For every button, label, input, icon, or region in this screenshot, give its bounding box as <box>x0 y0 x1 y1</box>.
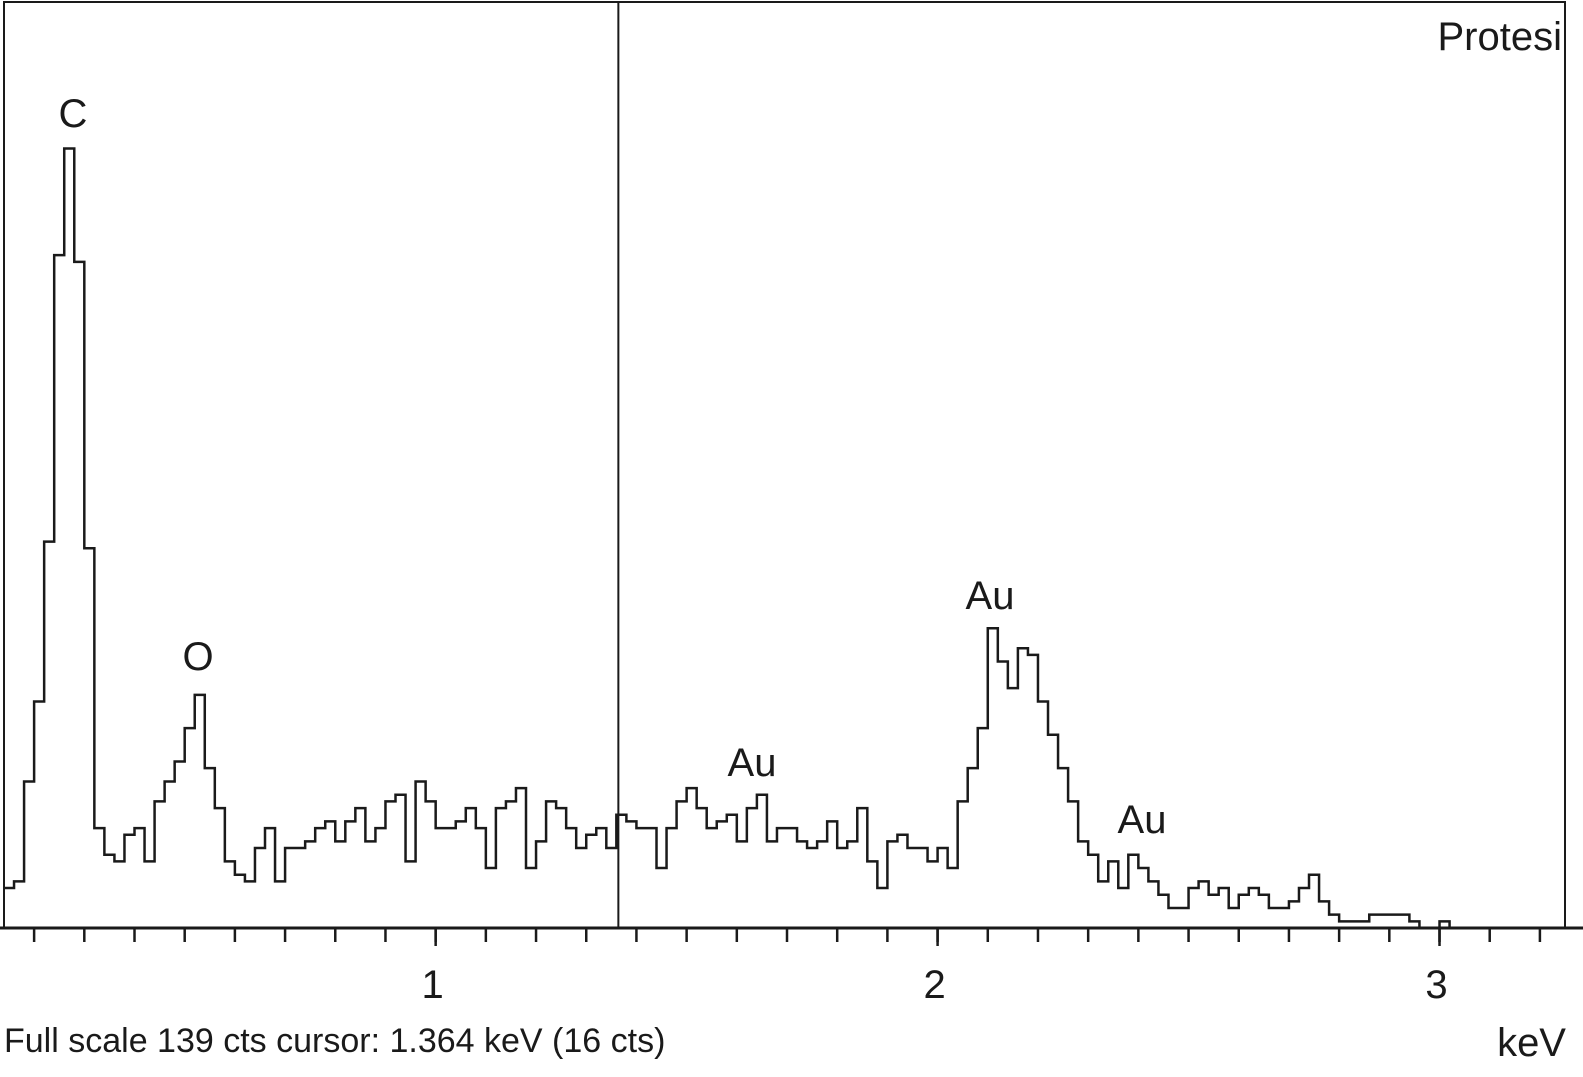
x-tick-label: 3 <box>1425 963 1447 1007</box>
footer-text: Full scale 139 cts cursor: 1.364 keV (16… <box>4 1022 665 1060</box>
spectrum <box>4 147 1460 930</box>
peak-label: Au <box>966 574 1015 618</box>
chart-title: Protesi <box>1438 15 1563 59</box>
peak-label: Au <box>728 741 777 785</box>
peak-label: Au <box>1118 798 1167 842</box>
plot-frame <box>3 1 1566 928</box>
peak-label: C <box>59 92 88 136</box>
x-tick-label: 2 <box>923 963 945 1007</box>
peak-label: O <box>182 635 213 679</box>
x-axis-label: keV <box>1497 1021 1566 1065</box>
x-tick-label: 1 <box>422 963 444 1007</box>
